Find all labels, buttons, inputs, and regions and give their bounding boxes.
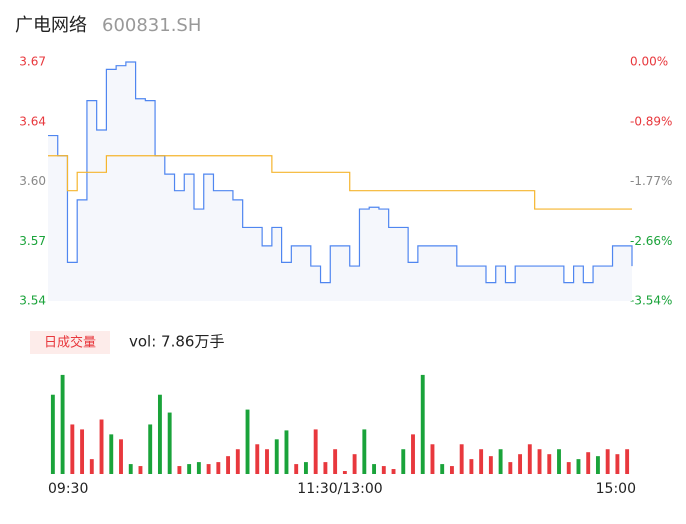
y-tick-label: 3.57 — [19, 234, 46, 248]
volume-bar — [187, 464, 192, 474]
badge-bg — [30, 331, 110, 354]
volume-bar — [557, 449, 561, 474]
volume-bar — [313, 429, 318, 474]
volume-bar — [469, 459, 474, 474]
volume-bar — [459, 444, 464, 474]
volume-bar — [508, 462, 513, 474]
volume-bar — [255, 444, 260, 474]
volume-bar — [440, 464, 445, 474]
y-tick-label: 3.67 — [19, 55, 46, 69]
volume-bar — [60, 374, 65, 474]
volume-bar — [148, 424, 153, 474]
volume-bar — [537, 449, 542, 474]
y2-tick-label: -1.77% — [630, 174, 672, 188]
volume-bar — [498, 449, 503, 474]
volume-bar — [576, 459, 581, 474]
volume-bar — [99, 419, 104, 474]
y2-tick-label: -2.66% — [630, 234, 672, 248]
volume-bar — [595, 456, 600, 474]
volume-bar — [196, 462, 201, 474]
volume-bar — [430, 444, 435, 474]
volume-bar — [109, 434, 114, 474]
price-line — [48, 61, 633, 284]
chart-subtitle: 600831.SH — [102, 15, 201, 36]
volume-bar — [547, 454, 552, 474]
volume-bar — [625, 449, 630, 474]
volume-bar — [80, 429, 85, 474]
chart-title: 广电网络 — [15, 15, 87, 36]
volume-bar — [488, 456, 493, 474]
volume-bar — [479, 449, 484, 474]
volume-bar — [401, 449, 406, 474]
volume-bar — [119, 439, 123, 474]
volume-bar — [605, 449, 610, 474]
average-line — [48, 155, 632, 210]
volume-bar — [586, 452, 591, 474]
volume-bar — [167, 412, 172, 474]
volume-bar — [333, 449, 338, 474]
x-tick-label: 11:30/13:00 — [297, 481, 382, 497]
volume-bar — [235, 449, 240, 474]
volume-bar — [449, 466, 454, 474]
volume-bar — [206, 464, 211, 474]
y-tick-label: 3.64 — [19, 114, 46, 128]
volume-bar — [245, 409, 250, 474]
volume-bar — [138, 466, 143, 474]
volume-bar — [294, 464, 299, 474]
volume-bar — [323, 462, 328, 474]
volume-bar — [362, 429, 367, 474]
volume-bar — [372, 464, 377, 474]
x-tick-label: 15:00 — [596, 481, 636, 497]
volume-bar — [157, 394, 162, 474]
volume-bar — [70, 424, 75, 474]
y2-tick-label: -3.54% — [630, 294, 672, 308]
volume-label: vol: 7.86万手 — [129, 333, 224, 351]
volume-bar — [303, 462, 308, 474]
volume-bar — [411, 434, 415, 474]
volume-bar — [342, 471, 347, 474]
volume-bar — [89, 459, 94, 474]
volume-bar — [265, 449, 269, 474]
volume-bar — [177, 466, 182, 474]
y-tick-label: 3.54 — [19, 294, 46, 308]
volume-bar — [216, 462, 221, 474]
volume-bar — [274, 439, 279, 474]
volume-bar — [226, 456, 231, 474]
volume-badge: 日成交量 — [44, 335, 96, 351]
volume-bar — [284, 430, 289, 474]
volume-bar — [391, 469, 396, 474]
x-tick-label: 09:30 — [48, 481, 88, 497]
y2-tick-label: 0.00% — [630, 55, 668, 69]
volume-bar — [352, 454, 357, 474]
volume-bar — [420, 374, 425, 474]
price-area — [48, 62, 632, 301]
y-tick-label: 3.60 — [19, 174, 46, 188]
y2-tick-label: -0.89% — [630, 114, 672, 128]
volume-bar — [566, 462, 571, 474]
volume-bar — [615, 454, 620, 474]
volume-bar — [381, 466, 386, 474]
volume-bar — [50, 394, 55, 474]
volume-bar — [518, 454, 523, 474]
volume-bar — [128, 464, 133, 474]
volume-bar — [527, 444, 532, 474]
